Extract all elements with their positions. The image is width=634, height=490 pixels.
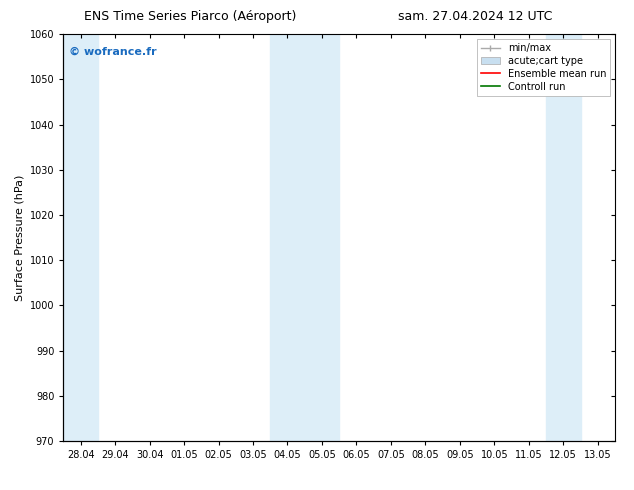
Bar (546, 34, 581, 441)
Text: sam. 27.04.2024 12 UTC: sam. 27.04.2024 12 UTC (398, 10, 553, 23)
Y-axis label: Surface Pressure (hPa): Surface Pressure (hPa) (14, 174, 24, 301)
Bar (270, 34, 339, 441)
Text: © wofrance.fr: © wofrance.fr (69, 47, 157, 56)
Legend: min/max, acute;cart type, Ensemble mean run, Controll run: min/max, acute;cart type, Ensemble mean … (477, 39, 610, 96)
Bar (63, 34, 98, 441)
Text: ENS Time Series Piarco (Aéroport): ENS Time Series Piarco (Aéroport) (84, 10, 296, 23)
